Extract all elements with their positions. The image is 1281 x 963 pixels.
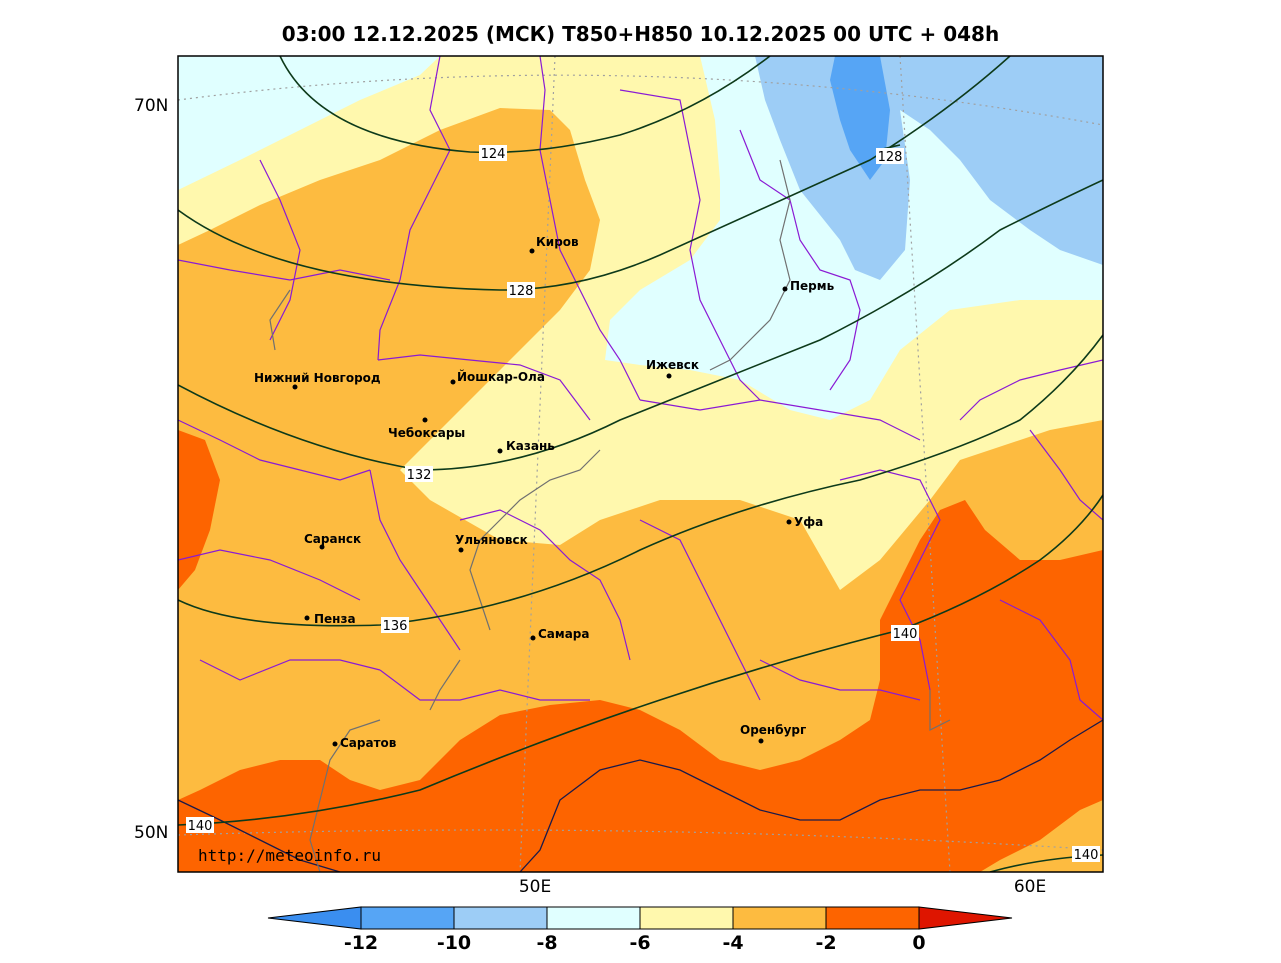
colorbar-segment-minus10-minus8 [453, 906, 548, 930]
isohypse-label: 140 [893, 627, 918, 642]
city-marker [782, 286, 788, 292]
graticule [178, 56, 1103, 872]
city-label-cheboksary: Чебоксары [388, 426, 465, 440]
city-marker [292, 384, 298, 390]
colorbar-tick-label: -4 [722, 932, 743, 954]
city-marker [758, 738, 764, 744]
city-label-ufa: Уфа [794, 515, 823, 529]
temperature-field [178, 56, 1103, 872]
colorbar-tick-label: -8 [536, 932, 557, 954]
colorbar-tick-label: -10 [437, 932, 471, 954]
colorbar-segment-minus2-0 [825, 906, 920, 930]
country-border [178, 719, 1103, 872]
city-marker [458, 547, 464, 553]
city-marker [319, 544, 325, 550]
isohypse-label: 140 [188, 819, 213, 834]
temp-zone-minus2-0-west [178, 430, 220, 590]
city-marker [422, 417, 428, 423]
temp-zone-lt-minus10 [830, 56, 890, 180]
isohypse-128-a [178, 56, 1011, 291]
temp-zone-minus2-0 [178, 500, 1103, 872]
isohypse-label: 136 [383, 619, 408, 634]
source-url: http://meteoinfo.ru [198, 846, 381, 865]
colorbar-segment-gt-0 [918, 906, 1013, 930]
city-label-izhevsk: Ижевск [646, 358, 699, 372]
city-marker [529, 248, 535, 254]
lon-label-50e: 50E [519, 877, 551, 897]
city-marker [497, 448, 503, 454]
city-label-kirov: Киров [536, 235, 579, 249]
city-label-ulyanovsk: Ульяновск [455, 533, 528, 547]
city-label-kazan: Казань [506, 439, 555, 453]
isohypses [178, 56, 1103, 872]
isohypse-label: 128 [509, 284, 534, 299]
map-frame [177, 55, 1104, 873]
colorbar: -12 -10 -8 -6 -4 -2 0 [267, 906, 1013, 954]
city-marker [450, 379, 456, 385]
rivers [269, 159, 951, 872]
lat-label-50n: 50N [134, 823, 168, 843]
isohypse-124 [279, 56, 771, 154]
isohypse-labels: 124 128 128 132 136 140 140 140 [186, 145, 1100, 863]
city-label-orenburg: Оренбург [740, 723, 806, 737]
lon-label-60e: 60E [1014, 877, 1046, 897]
map-title: 03:00 12.12.2025 (МСК) T850+H850 10.12.2… [281, 22, 1000, 46]
colorbar-segment-minus8-minus6 [546, 906, 641, 930]
colorbar-tick-label: -12 [344, 932, 378, 954]
city-label-saratov: Саратов [340, 736, 397, 750]
isohypse-132 [178, 179, 1103, 471]
city-marker [332, 741, 338, 747]
city-marker [786, 519, 792, 525]
city-label-nizhny: Нижний Новгород [254, 371, 381, 385]
lat-label-70n: 70N [134, 96, 168, 116]
colorbar-tick-label: 0 [912, 932, 925, 954]
colorbar-tick-label: -2 [815, 932, 836, 954]
cities: Киров Пермь Нижний Новгород Йошкар-Ола И… [254, 235, 835, 750]
colorbar-tick-label: -6 [629, 932, 650, 954]
colorbar-segment-minus6-minus4 [639, 906, 734, 930]
colorbar-segment-minus12-minus10 [360, 906, 455, 930]
city-label-penza: Пенза [314, 612, 356, 626]
city-marker [666, 373, 672, 379]
isohypse-label: 124 [481, 147, 506, 162]
isohypse-label: 140 [1074, 848, 1099, 863]
colorbar-segment-minus4-minus2 [732, 906, 827, 930]
isohypse-label: 128 [878, 150, 903, 165]
isohypse-140 [178, 494, 1103, 826]
city-marker [530, 635, 536, 641]
temp-zone-minus8-minus6-west [178, 56, 440, 190]
city-label-yoshkar: Йошкар-Ола [457, 369, 545, 384]
city-label-samara: Самара [538, 627, 590, 641]
city-marker [304, 615, 310, 621]
isohypse-136 [178, 334, 1103, 627]
city-label-saransk: Саранск [304, 532, 361, 546]
colorbar-segment-lt-minus12 [267, 906, 362, 930]
city-label-perm: Пермь [790, 279, 835, 293]
isohypse-label: 132 [407, 468, 432, 483]
